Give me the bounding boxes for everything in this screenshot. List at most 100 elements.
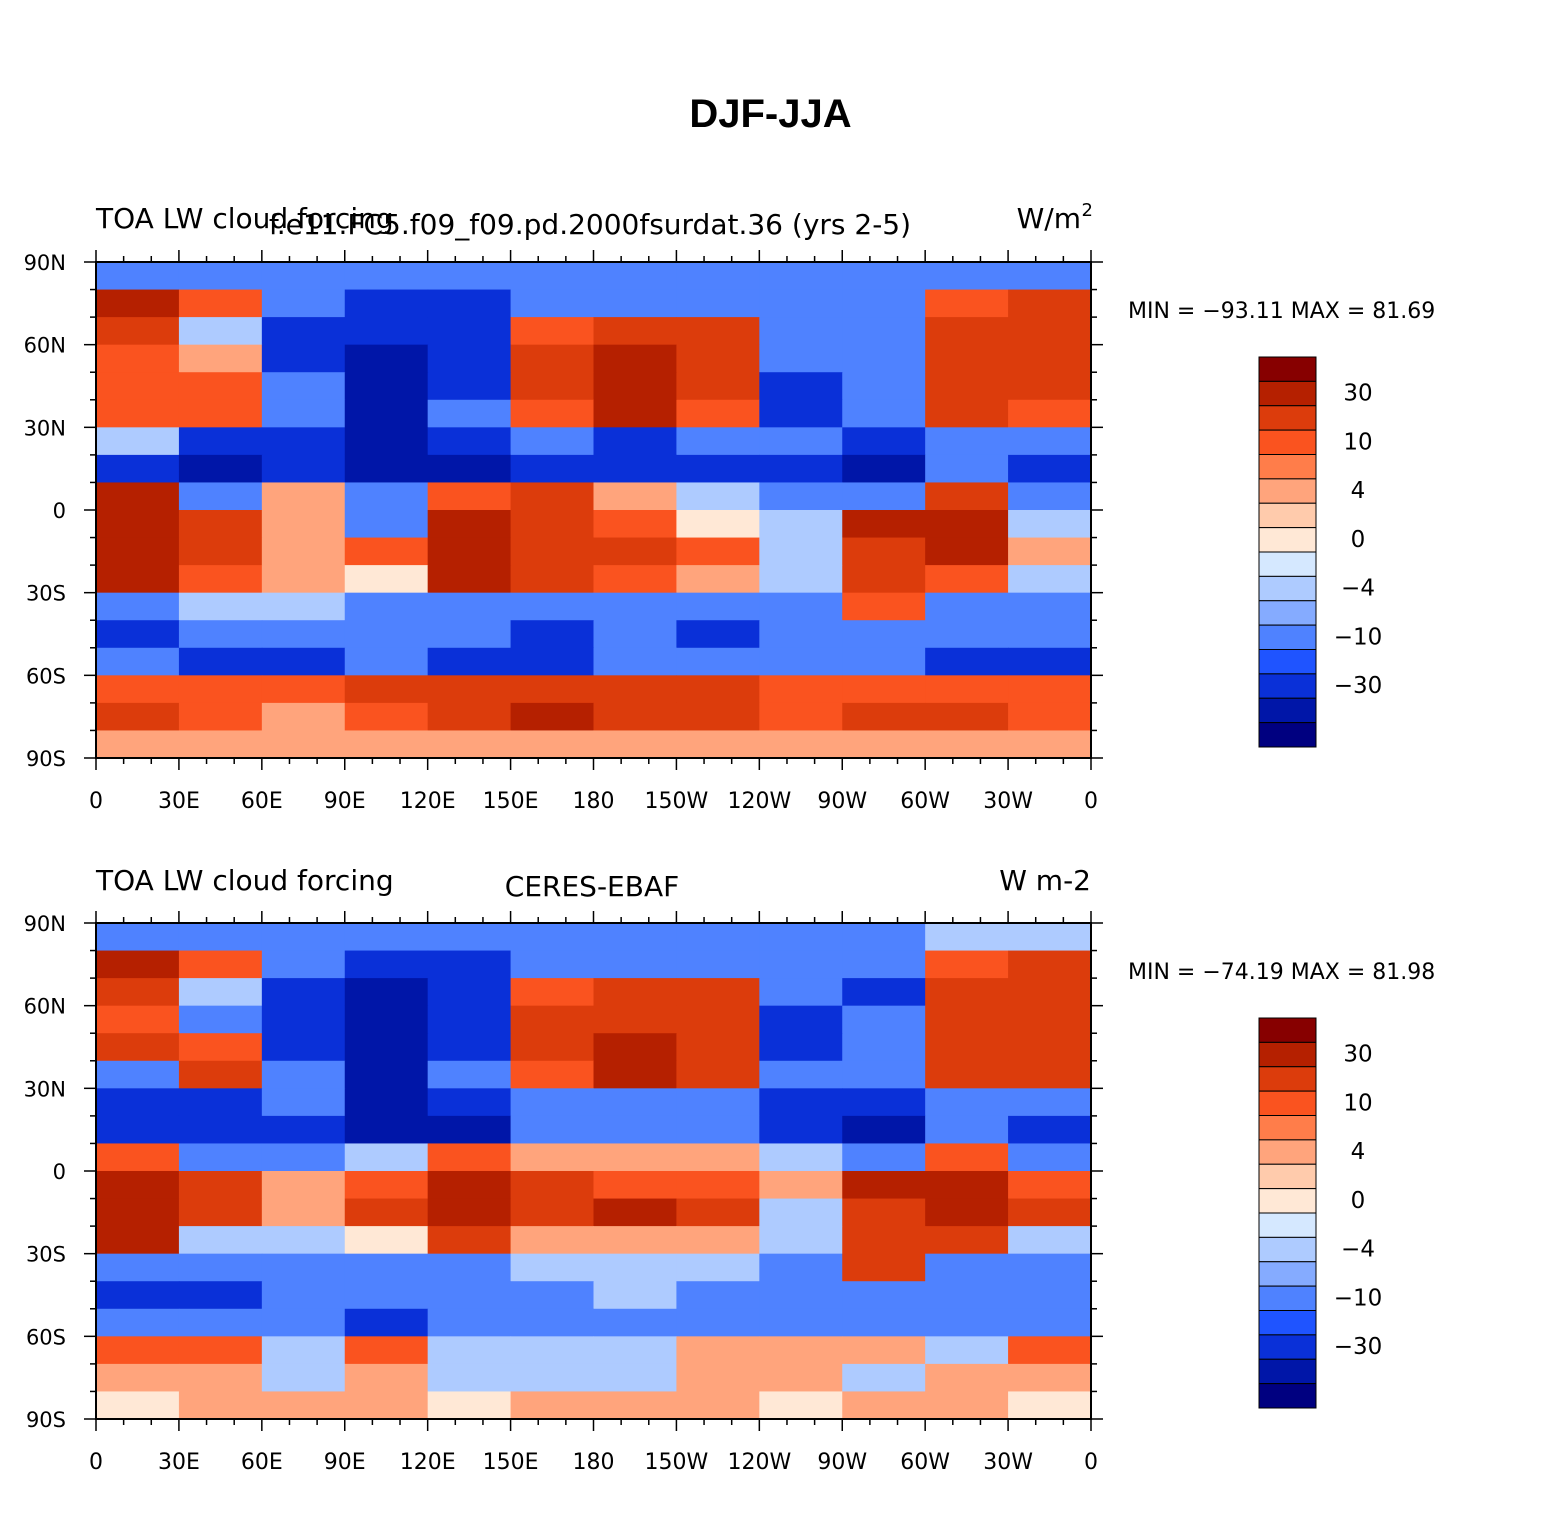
colorbar-box — [1258, 1310, 1317, 1336]
field-cell — [96, 1005, 180, 1034]
field-cell — [261, 482, 346, 511]
x-tick-label: 90E — [324, 789, 366, 814]
x-tick-label: 150E — [483, 1450, 539, 1475]
field-cell — [178, 730, 263, 759]
field-cell — [427, 1143, 512, 1172]
field-cell — [842, 647, 926, 676]
field-cell — [925, 262, 1009, 291]
field-cell — [1008, 1143, 1092, 1172]
y-tick-label: 30S — [26, 1243, 66, 1267]
field-cell — [510, 1226, 594, 1255]
field-cell — [925, 1171, 1009, 1200]
field-cell — [676, 950, 760, 979]
field-cell — [427, 372, 512, 401]
x-tick-label: 120E — [400, 1450, 456, 1475]
x-tick-label: 90E — [324, 1450, 366, 1475]
field-cell — [1008, 1115, 1092, 1144]
colorbar-box — [1258, 551, 1317, 577]
field-cell — [676, 1226, 760, 1255]
field-cell — [261, 317, 346, 346]
field-cell — [759, 565, 843, 594]
field-cell — [178, 427, 263, 456]
field-cell — [344, 1253, 429, 1282]
field-cell — [676, 1253, 760, 1282]
field-cell — [925, 1363, 1009, 1392]
field-cell — [842, 620, 926, 649]
field-cell — [178, 1391, 263, 1420]
field-cell — [510, 317, 594, 346]
colorbar-box — [1258, 527, 1317, 553]
colorbar-label: 30 — [1343, 1042, 1372, 1068]
field-cell — [925, 702, 1009, 731]
field-cell — [676, 454, 760, 483]
field-cell — [178, 262, 263, 291]
field-cell — [96, 730, 180, 759]
field-cell — [676, 1060, 760, 1089]
field-cell — [96, 1391, 180, 1420]
field-cell — [510, 730, 594, 759]
colorbar-box — [1258, 1017, 1317, 1043]
field-cell — [593, 702, 677, 731]
field-cell — [344, 454, 429, 483]
field-cell — [676, 262, 760, 291]
field-cell — [842, 1033, 926, 1062]
field-cell — [593, 482, 677, 511]
x-tick-label: 30E — [158, 789, 200, 814]
field-cell — [178, 344, 263, 373]
field-cell — [344, 1363, 429, 1392]
field-cell — [344, 1088, 429, 1117]
field-cell — [344, 1281, 429, 1310]
field-cell — [510, 1281, 594, 1310]
field-cell — [261, 510, 346, 539]
field-cell — [344, 647, 429, 676]
field-cell — [759, 289, 843, 318]
field-cell — [676, 317, 760, 346]
field-cell — [344, 675, 429, 704]
field-cell — [759, 372, 843, 401]
x-tick-label: 30W — [983, 789, 1033, 814]
field-cell — [261, 702, 346, 731]
field-cell — [593, 1033, 677, 1062]
field-cell — [344, 620, 429, 649]
field-cell — [842, 1281, 926, 1310]
field-cell — [593, 923, 677, 952]
field-cell — [510, 620, 594, 649]
field-cell — [676, 344, 760, 373]
field-cell — [178, 923, 263, 952]
field-cell — [427, 978, 512, 1007]
field-cell — [925, 454, 1009, 483]
field-cell — [344, 1115, 429, 1144]
colorbar-box — [1258, 1236, 1317, 1263]
field-cell — [261, 1005, 346, 1034]
field-cell — [261, 372, 346, 401]
y-tick-label: 0 — [53, 499, 66, 523]
field-cell — [178, 1143, 263, 1172]
colorbar-box — [1258, 600, 1317, 626]
field-cell — [96, 592, 180, 621]
field-cell — [676, 1198, 760, 1227]
field-cell — [510, 262, 594, 291]
colorbar-box — [1258, 575, 1317, 602]
field-cell — [1008, 427, 1092, 456]
field-cell — [510, 1088, 594, 1117]
field-cell — [676, 620, 760, 649]
colorbar-label: 4 — [1351, 1139, 1366, 1165]
field-cell — [344, 427, 429, 456]
field-cell — [1008, 344, 1092, 373]
field-cell — [96, 1281, 180, 1310]
field-cell — [676, 1391, 760, 1420]
field-cell — [261, 1363, 346, 1392]
field-cell — [344, 1143, 429, 1172]
field-cell — [427, 399, 512, 428]
field-cell — [96, 647, 180, 676]
x-tick-label: 0 — [89, 1450, 103, 1475]
field-cell — [925, 1391, 1009, 1420]
field-cell — [842, 730, 926, 759]
field-cell — [1008, 317, 1092, 346]
field-cell — [759, 592, 843, 621]
field-cell — [344, 1171, 429, 1200]
field-cell — [925, 399, 1009, 428]
field-cell — [1008, 1005, 1092, 1034]
colorbar-box — [1258, 478, 1317, 504]
field-cell — [759, 344, 843, 373]
